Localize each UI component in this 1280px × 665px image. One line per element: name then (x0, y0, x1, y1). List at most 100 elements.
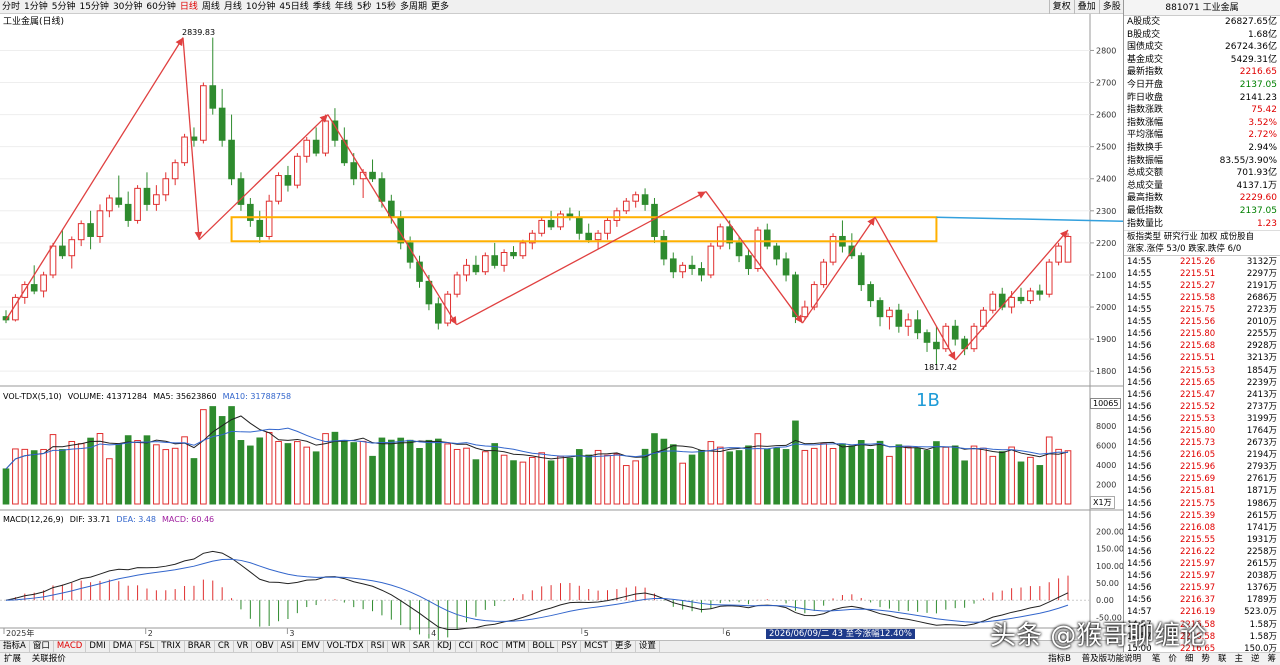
footer-tool-4[interactable]: 联 (1217, 654, 1227, 664)
volume-bar (970, 445, 978, 505)
footer-tool-6[interactable]: 逆 (1250, 654, 1260, 664)
volume-bar (153, 444, 160, 505)
volume-bar (40, 448, 47, 505)
indicator-tab-0[interactable]: 指标A (0, 641, 30, 652)
period-tab-14[interactable]: 15秒 (375, 2, 397, 12)
indicator-tab-22[interactable]: PSY (558, 641, 581, 652)
period-tab-7[interactable]: 周线 (201, 2, 220, 12)
indicator-tab-14[interactable]: RSI (368, 641, 389, 652)
period-tab-15[interactable]: 多周期 (400, 2, 428, 12)
volume-tick-label: 6000 (1096, 442, 1116, 451)
stat-label: 指数量比 (1127, 218, 1164, 229)
tick-vol: 2686万 (1246, 292, 1277, 303)
period-tab-1[interactable]: 1分钟 (24, 2, 48, 12)
indicator-tab-1[interactable]: 窗口 (30, 641, 54, 652)
indicator-tab-24[interactable]: 更多 (612, 641, 636, 652)
indicator-tab-17[interactable]: KDJ (434, 641, 456, 652)
expand-button[interactable]: 扩展 (4, 654, 22, 664)
indicator-tab-7[interactable]: BRAR (185, 641, 215, 652)
footer-tool-1[interactable]: 价 (1168, 654, 1177, 664)
indicator-tab-19[interactable]: ROC (477, 641, 503, 652)
tick-vol: 1789万 (1246, 595, 1277, 606)
indicator-tab-5[interactable]: FSL (136, 641, 159, 652)
volume-bar (613, 453, 621, 505)
period-tab-3[interactable]: 15分钟 (79, 2, 109, 12)
candle-body (575, 216, 583, 234)
footer-tool-3[interactable]: 势 (1201, 654, 1210, 664)
volume-tick-label: 8000 (1096, 422, 1116, 431)
stat-value: 4137.1万 (1236, 180, 1278, 191)
period-tab-6[interactable]: 日线 (179, 2, 198, 12)
chart-title: 工业金属(日线) (3, 15, 64, 27)
volume-bar (181, 436, 188, 505)
tick-vol: 3213万 (1246, 353, 1277, 364)
period-tab-11[interactable]: 季线 (312, 2, 331, 12)
chart-area[interactable]: 1800 1900 2000 2100 2200 2300 2400 2500 2600 2700… (0, 14, 1123, 640)
stat-row: A股成交 26827.65亿 (1124, 16, 1280, 29)
indicator-tab-10[interactable]: OBV (252, 641, 278, 652)
footer-tool-5[interactable]: 主 (1234, 654, 1243, 664)
tick-price: 2216.08 (1180, 522, 1216, 533)
price-tick-label: 2300 (1096, 207, 1116, 216)
tool-button-1[interactable]: 叠加 (1073, 0, 1099, 14)
period-tab-12[interactable]: 年线 (334, 2, 353, 12)
indicator-tab-9[interactable]: VR (234, 641, 253, 652)
indicator-tab-16[interactable]: SAR (410, 641, 434, 652)
indicator-tab-6[interactable]: TRIX (158, 641, 185, 652)
time-tick-label: 5 (584, 629, 589, 638)
volume-ma10-line (5, 427, 1069, 470)
price-tick-label: 2600 (1096, 111, 1116, 120)
period-tab-5[interactable]: 60分钟 (146, 2, 176, 12)
related-quotes-button[interactable]: 关联报价 (31, 654, 66, 664)
period-tab-0[interactable]: 分时 (2, 2, 21, 12)
period-tab-10[interactable]: 45日线 (279, 2, 309, 12)
trend-arrow (456, 190, 707, 326)
indicator-tab-3[interactable]: DMI (86, 641, 110, 652)
indicator-tab-23[interactable]: MCST (581, 641, 612, 652)
sector-row[interactable]: 板指类型 研究行业 加权 成份股自 (1124, 230, 1280, 243)
indicator-tab-2[interactable]: MACD (54, 641, 87, 652)
indicator-tab-21[interactable]: BOLL (529, 641, 559, 652)
footer-tab-indicator-b[interactable]: 指标B (1048, 654, 1071, 664)
period-tab-9[interactable]: 10分钟 (245, 2, 276, 12)
volume-bar (218, 416, 226, 505)
trend-arrow (182, 37, 203, 240)
indicator-tab-4[interactable]: DMA (110, 641, 137, 652)
period-tab-2[interactable]: 5分钟 (51, 2, 76, 12)
indicator-tab-15[interactable]: WR (388, 641, 410, 652)
volume-bar (162, 449, 170, 505)
indicator-tab-13[interactable]: VOL-TDX (324, 641, 368, 652)
tick-price: 2215.56 (1180, 317, 1216, 328)
stat-value: 1.68亿 (1247, 29, 1277, 40)
edition-note[interactable]: 普及版功能说明 (1081, 654, 1142, 664)
period-tab-13[interactable]: 5秒 (356, 2, 372, 12)
stat-label: 指数涨跌 (1127, 105, 1164, 116)
stat-label: 平均涨幅 (1127, 130, 1164, 141)
period-tab-8[interactable]: 月线 (223, 2, 242, 12)
indicator-tab-20[interactable]: MTM (503, 641, 530, 652)
tick-price: 2215.65 (1180, 377, 1216, 388)
tick-row: 14:56 2215.47 2413万 (1124, 389, 1280, 401)
footer-tool-2[interactable]: 细 (1184, 654, 1194, 664)
period-tab-16[interactable]: 更多 (431, 2, 450, 12)
candle-body (557, 213, 564, 228)
period-tab-4[interactable]: 30分钟 (112, 2, 143, 12)
volume-bar (68, 440, 76, 505)
candle-body (622, 200, 630, 212)
annotation-1b: 1B (916, 390, 940, 411)
volume-bar (669, 444, 677, 505)
volume-bar (200, 409, 207, 505)
indicator-tab-12[interactable]: EMV (298, 641, 324, 652)
tick-row: 14:56 2215.69 2761万 (1124, 473, 1280, 485)
candle-body (867, 284, 874, 302)
volume-bar (444, 443, 452, 505)
indicator-tab-11[interactable]: ASI (278, 641, 299, 652)
indicator-tab-18[interactable]: CCI (456, 641, 477, 652)
candle-body (641, 194, 649, 205)
tool-button-0[interactable]: 复权 (1048, 0, 1074, 14)
tool-button-2[interactable]: 多股 (1098, 0, 1124, 14)
indicator-tab-25[interactable]: 设置 (636, 641, 660, 652)
indicator-tab-8[interactable]: CR (215, 641, 234, 652)
footer-tool-7[interactable]: 筹 (1267, 654, 1276, 664)
footer-tool-0[interactable]: 笔 (1151, 654, 1161, 664)
